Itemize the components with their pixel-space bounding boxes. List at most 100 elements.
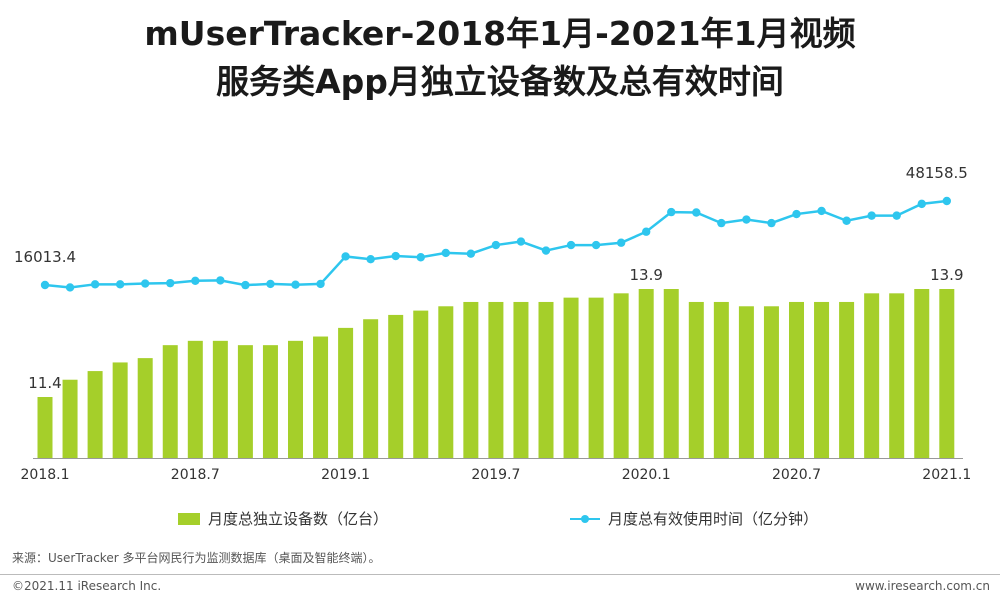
chart-canvas: 2018.1 2018.7 2019.1 2019.7 2020.1 2020.7 2021… [14, 164, 971, 483]
bar-9 [262, 345, 278, 458]
line-point-3 [115, 280, 125, 289]
legend-line: 月度总有效使用时间（亿分钟） [570, 508, 818, 529]
bar-14 [388, 314, 404, 458]
line-point-4 [141, 279, 150, 288]
bar-2 [87, 371, 103, 458]
line-point-20 [541, 246, 551, 255]
line-point-12 [341, 252, 350, 261]
line-point-35 [917, 199, 926, 209]
line-data-label-36: 48158.5 [906, 164, 968, 182]
bar-23 [613, 293, 629, 458]
line-point-9 [266, 279, 275, 289]
footer-website: www.iresearch.com.cn [855, 579, 990, 593]
x-tick-label-6: 2021.1 [922, 467, 971, 483]
bar-28 [738, 306, 754, 458]
footer-divider [0, 574, 1000, 575]
line-point-15 [416, 253, 425, 262]
line-point-14 [391, 251, 400, 261]
x-tick-label-4: 2020.1 [622, 467, 671, 483]
bar-1 [62, 379, 78, 458]
bar-19 [513, 301, 529, 458]
bar-6 [187, 340, 203, 458]
bar-20 [538, 301, 554, 458]
bar-35 [914, 289, 930, 458]
legend-bar: 月度总独立设备数（亿台） [178, 508, 388, 529]
line-point-19 [516, 237, 526, 246]
line-point-10 [291, 280, 300, 289]
line-point-16 [441, 248, 450, 258]
line-point-13 [366, 255, 375, 264]
bar-4 [137, 358, 153, 458]
bar-25 [663, 289, 679, 458]
line-point-21 [566, 240, 576, 250]
line-point-31 [817, 206, 826, 216]
line-point-26 [692, 208, 701, 217]
bar-22 [588, 297, 604, 458]
legend-bar-swatch [178, 512, 200, 525]
bar-27 [713, 301, 729, 458]
line-point-29 [767, 218, 776, 228]
x-tick-label-5: 2020.7 [772, 467, 821, 483]
bar-11 [313, 336, 329, 458]
chart-title-line2: 服务类App月独立设备数及总有效时间 [216, 62, 784, 101]
line-point-28 [742, 215, 751, 224]
chart-title-line1: mUserTracker-2018年1月-2021年1月视频 [144, 14, 856, 53]
line-point-30 [792, 209, 801, 219]
x-tick-label-3: 2019.7 [471, 467, 520, 483]
line-point-25 [667, 207, 676, 217]
line-point-7 [216, 276, 225, 285]
legend-line-label: 月度总有效使用时间（亿分钟） [608, 510, 819, 528]
bar-7 [212, 340, 228, 458]
bar-33 [864, 293, 880, 458]
bar-18 [488, 301, 504, 458]
bar-34 [889, 293, 905, 458]
x-tick-label-0: 2018.1 [21, 467, 70, 483]
line-point-1 [65, 283, 75, 292]
line-point-22 [591, 240, 601, 250]
line-point-8 [241, 280, 250, 290]
bar-17 [463, 301, 479, 458]
legend-line-swatch [570, 513, 600, 525]
bar-24 [638, 289, 654, 458]
line-point-18 [491, 240, 501, 250]
source-note: 来源：UserTracker 多平台网民行为监测数据库（桌面及智能终端）。 [12, 551, 381, 565]
bar-data-label-0: 11.4 [28, 374, 61, 392]
bar-0 [37, 397, 53, 458]
line-point-36 [942, 196, 951, 206]
line-point-5 [166, 278, 175, 288]
line-point-2 [90, 280, 100, 289]
bar-3 [112, 362, 128, 458]
line-point-6 [191, 276, 200, 285]
bar-16 [438, 306, 454, 458]
footer-copyright: ©2021.11 iResearch Inc. [12, 579, 162, 593]
line-data-label-0: 16013.4 [14, 248, 76, 266]
line-point-27 [717, 218, 726, 228]
bar-29 [763, 306, 779, 458]
legend-bar-label: 月度总独立设备数（亿台） [208, 510, 389, 528]
line-point-32 [842, 216, 851, 225]
bar-data-label-24: 13.9 [629, 266, 662, 284]
x-tick-label-2: 2019.1 [321, 467, 370, 483]
bar-13 [363, 319, 379, 458]
line-point-23 [616, 238, 626, 247]
bar-12 [338, 327, 354, 458]
bar-32 [839, 301, 855, 458]
bar-5 [162, 345, 178, 458]
chart-title: mUserTracker-2018年1月-2021年1月视频 服务类App月独立… [0, 10, 1000, 106]
bar-36 [939, 289, 955, 458]
bar-10 [288, 340, 303, 458]
x-tick-label-1: 2018.7 [171, 467, 220, 483]
bar-26 [688, 301, 704, 458]
bar-21 [563, 297, 579, 458]
bar-15 [413, 310, 429, 458]
line-point-11 [316, 279, 325, 289]
bar-31 [814, 301, 830, 458]
line-point-34 [892, 211, 901, 220]
line-point-17 [466, 249, 476, 258]
line-point-0 [40, 280, 50, 290]
line-point-33 [867, 211, 876, 220]
bar-data-label-36: 13.9 [930, 266, 963, 284]
line-point-24 [642, 227, 651, 236]
bar-30 [789, 301, 804, 458]
bar-8 [237, 345, 253, 458]
